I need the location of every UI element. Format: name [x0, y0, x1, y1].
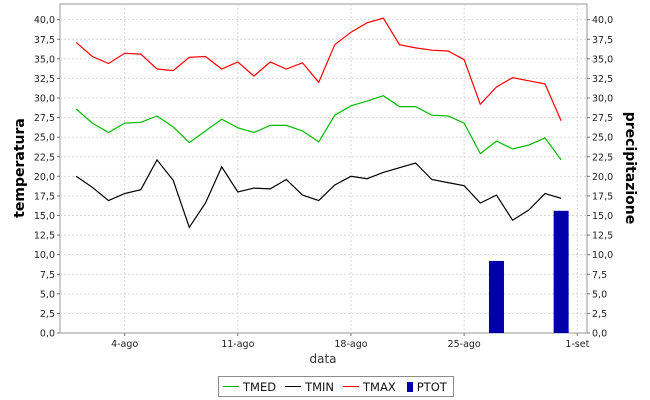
y-tick-label-left: 5,0	[40, 289, 55, 300]
y-tick-label-right: 30,0	[592, 94, 613, 105]
y-tick-label-right: 17,5	[592, 191, 613, 202]
y-tick-label-right: 40,0	[592, 15, 613, 26]
ptot-bar	[553, 210, 569, 333]
y-tick-label-right: 32,5	[592, 74, 613, 85]
legend-label-tmed: TMED	[243, 379, 277, 394]
y-tick-label-left: 37,5	[34, 35, 55, 46]
ptot-bars	[488, 210, 569, 333]
y-tick-label-left: 35,0	[34, 54, 55, 65]
y-tick-label-right: 10,0	[592, 250, 613, 261]
y-tick-label-right: 25,0	[592, 133, 613, 144]
tmed-line-swatch	[223, 386, 239, 387]
legend-item-tmax: TMAX	[343, 380, 396, 394]
x-tick-label: 11-ago	[221, 339, 254, 350]
y-tick-label-left: 20,0	[34, 172, 55, 183]
y-tick-label-left: 2,5	[40, 309, 55, 320]
legend-item-tmed: TMED	[223, 380, 276, 394]
y-tick-label-right: 37,5	[592, 35, 613, 46]
y-axis-left-title: temperatura	[12, 118, 28, 218]
legend: TMED TMIN TMAX PTOT	[218, 376, 454, 397]
y-tick-label-left: 25,0	[34, 133, 55, 144]
y-tick-label-left: 22,5	[34, 152, 55, 163]
legend-item-tmin: TMIN	[285, 380, 334, 394]
series-line-tmin	[75, 158, 562, 229]
series-line-tmax	[75, 17, 562, 121]
y-tick-label-right: 2,5	[592, 309, 607, 320]
ptot-bar	[488, 260, 504, 333]
y-tick-label-left: 12,5	[34, 231, 55, 242]
y-tick-label-left: 27,5	[34, 113, 55, 124]
ptot-box-swatch	[406, 381, 413, 392]
temperature-lines	[75, 17, 562, 229]
tmin-line-swatch	[285, 386, 302, 387]
y-tick-label-left: 32,5	[34, 74, 55, 85]
y-tick-label-right: 5,0	[592, 289, 607, 300]
y-tick-label-left: 40,0	[34, 15, 55, 26]
y-tick-label-right: 12,5	[592, 231, 613, 242]
y-tick-label-right: 0,0	[592, 329, 607, 340]
y-tick-label-left: 10,0	[34, 250, 55, 261]
legend-label-ptot: PTOT	[416, 379, 447, 394]
x-tick-label: 25-ago	[448, 339, 481, 350]
y-tick-label-right: 27,5	[592, 113, 613, 124]
x-tick-label: 1-set	[565, 339, 589, 350]
y-tick-label-right: 22,5	[592, 152, 613, 163]
x-axis-ticks: 4-ago 11-ago 18-ago 25-ago 1-set	[111, 333, 590, 350]
plot-area	[59, 3, 588, 334]
y-tick-label-left: 0,0	[40, 329, 55, 340]
y-axis-right-title: precipitazione	[622, 112, 638, 225]
x-axis-title: data	[309, 352, 336, 366]
x-tick-label: 4-ago	[111, 339, 138, 350]
y-tick-label-left: 15,0	[34, 211, 55, 222]
y-tick-label-left: 30,0	[34, 94, 55, 105]
y-tick-label-right: 20,0	[592, 172, 613, 183]
y-tick-label-left: 7,5	[40, 270, 55, 281]
y-axis-right-ticks: 0,0 2,5 5,0 7,5 10,0 12,5 15,0 17,5 20,0 22,5 25,0…	[587, 15, 613, 340]
legend-label-tmax: TMAX	[363, 379, 396, 394]
tmax-line-swatch	[343, 386, 360, 387]
y-tick-label-right: 7,5	[592, 270, 607, 281]
y-tick-label-right: 35,0	[592, 54, 613, 65]
y-axis-left-ticks: 0,0 2,5 5,0 7,5 10,0 12,5 15,0 17,5 20,0 22,5 25,0…	[34, 15, 60, 340]
grid	[60, 4, 587, 333]
series-line-tmed	[75, 95, 562, 161]
y-tick-label-left: 17,5	[34, 191, 55, 202]
x-tick-label: 18-ago	[334, 339, 367, 350]
legend-label-tmin: TMIN	[305, 379, 335, 394]
legend-item-ptot: PTOT	[405, 380, 447, 394]
y-tick-label-right: 15,0	[592, 211, 613, 222]
